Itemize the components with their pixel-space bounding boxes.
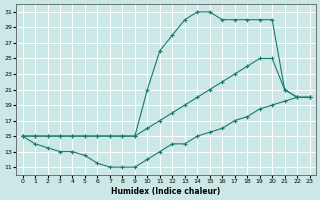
X-axis label: Humidex (Indice chaleur): Humidex (Indice chaleur) <box>111 187 221 196</box>
